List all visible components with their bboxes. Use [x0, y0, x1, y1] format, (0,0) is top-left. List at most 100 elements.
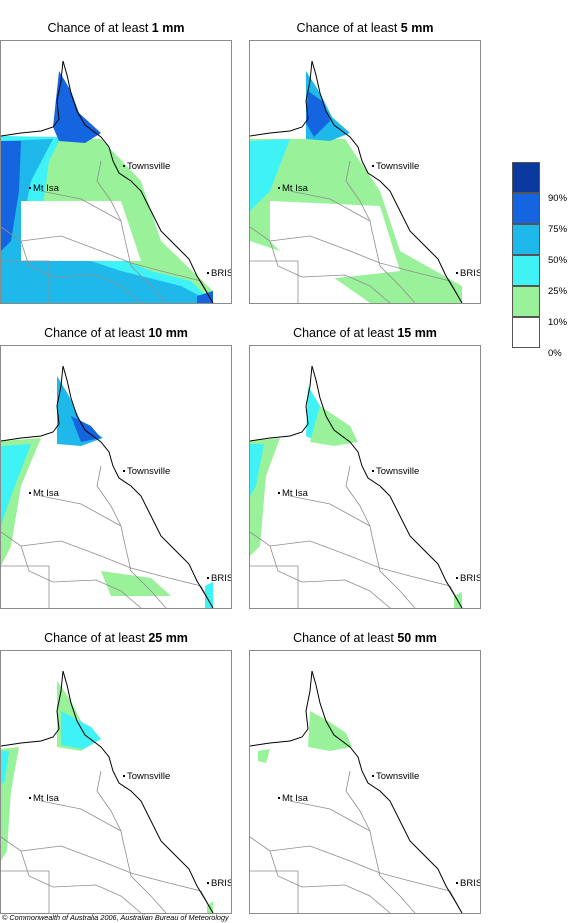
rainfall-map: Townsville Mt Isa BRIS — [249, 345, 481, 609]
city-dot-icon — [278, 797, 280, 800]
state-area — [250, 671, 462, 913]
map-svg — [1, 670, 214, 913]
coastline — [311, 365, 463, 608]
place-brisbane: BRIS — [456, 878, 481, 889]
probability-region — [53, 71, 101, 143]
map-svg — [1, 365, 214, 608]
legend-swatch-75 — [512, 193, 540, 224]
probability-region — [1, 444, 31, 526]
place-brisbane: BRIS — [207, 878, 231, 889]
rainfall-map: Townsville Mt Isa BRIS — [0, 345, 232, 609]
legend-swatch-50 — [512, 224, 540, 255]
district-boundary — [250, 836, 391, 913]
place-brisbane: BRIS — [207, 573, 231, 584]
map-svg — [1, 60, 214, 303]
probability-region — [1, 751, 9, 785]
place-label: Townsville — [376, 161, 420, 172]
city-dot-icon — [456, 882, 458, 885]
district-boundary — [289, 495, 371, 527]
panel-title: Chance of at least 15 mm — [293, 326, 437, 340]
probability-region — [258, 749, 270, 763]
district-boundary — [371, 535, 416, 608]
place-label: Mt Isa — [33, 488, 59, 499]
rainfall-map: Townsville Mt Isa BRIS — [249, 650, 481, 914]
probability-shading — [1, 71, 213, 303]
district-boundary — [1, 565, 50, 608]
place-mt-isa: Mt Isa — [29, 793, 59, 804]
district-boundary — [96, 770, 124, 842]
place-brisbane: BRIS — [456, 573, 481, 584]
place-townsville: Townsville — [372, 161, 419, 172]
district-boundary — [40, 190, 122, 222]
city-dot-icon — [278, 492, 280, 495]
legend-swatch-25 — [512, 255, 540, 286]
state-area — [1, 366, 213, 608]
panel-title: Chance of at least 50 mm — [293, 631, 437, 645]
legend-label: 10% — [548, 317, 568, 328]
district-boundary — [345, 770, 373, 842]
panel-title: Chance of at least 25 mm — [44, 631, 188, 645]
legend-label: 50% — [548, 255, 568, 266]
district-boundary — [371, 840, 416, 913]
place-mt-isa: Mt Isa — [278, 183, 308, 194]
city-dot-icon — [207, 272, 209, 275]
city-dot-icon — [123, 470, 125, 473]
district-boundary — [289, 800, 371, 832]
probability-region — [250, 444, 264, 496]
city-dot-icon — [372, 165, 374, 168]
place-label: BRIS — [460, 878, 481, 889]
place-label: Townsville — [376, 771, 420, 782]
city-dot-icon — [207, 882, 209, 885]
place-brisbane: BRIS — [456, 268, 480, 279]
probability-region — [308, 711, 352, 751]
rainfall-map: Townsville Mt Isa BRIS — [249, 40, 481, 304]
district-boundary — [122, 230, 167, 303]
district-boundary — [250, 870, 299, 913]
district-boundary — [1, 870, 50, 913]
legend-label: 75% — [548, 224, 568, 235]
place-townsville: Townsville — [123, 466, 170, 477]
probability-region — [250, 139, 290, 211]
map-svg — [250, 670, 463, 913]
city-dot-icon — [207, 577, 209, 580]
probability-region — [71, 416, 101, 442]
place-label: Townsville — [376, 466, 420, 477]
district-boundary — [20, 235, 214, 303]
rainfall-map: Townsville Mt Isa BRIS — [0, 650, 232, 914]
probability-region — [57, 376, 103, 446]
district-boundary — [20, 845, 214, 913]
coastline — [62, 670, 214, 913]
coastline — [311, 60, 463, 303]
city-dot-icon — [372, 775, 374, 778]
district-boundary — [250, 565, 299, 608]
place-label: BRIS — [460, 573, 481, 584]
gulf-coastline — [250, 365, 313, 442]
district-boundary — [40, 495, 122, 527]
legend-label: 0% — [548, 348, 562, 359]
probability-region — [1, 139, 213, 303]
place-townsville: Townsville — [372, 771, 419, 782]
district-boundary — [269, 540, 463, 608]
city-dot-icon — [29, 492, 31, 495]
place-mt-isa: Mt Isa — [29, 488, 59, 499]
district-boundary — [289, 190, 371, 222]
district-boundary — [96, 465, 124, 537]
rainfall-map: Townsville Mt Isa BRIS — [0, 40, 232, 304]
probability-region — [205, 582, 213, 608]
city-dot-icon — [123, 165, 125, 168]
coastline — [62, 60, 214, 303]
place-mt-isa: Mt Isa — [278, 488, 308, 499]
probability-shading — [250, 386, 462, 608]
panel-title: Chance of at least 5 mm — [296, 21, 434, 35]
copyright-notice: © Commonwealth of Australia 2006, Austra… — [2, 913, 229, 922]
city-dot-icon — [372, 470, 374, 473]
district-boundary — [269, 235, 463, 303]
probability-shading — [250, 71, 462, 303]
place-label: BRIS — [211, 268, 232, 279]
district-boundary — [40, 800, 122, 832]
district-boundary — [345, 160, 373, 232]
district-boundary — [250, 226, 391, 303]
city-dot-icon — [278, 187, 280, 190]
place-townsville: Townsville — [123, 771, 170, 782]
coastline — [62, 365, 214, 608]
